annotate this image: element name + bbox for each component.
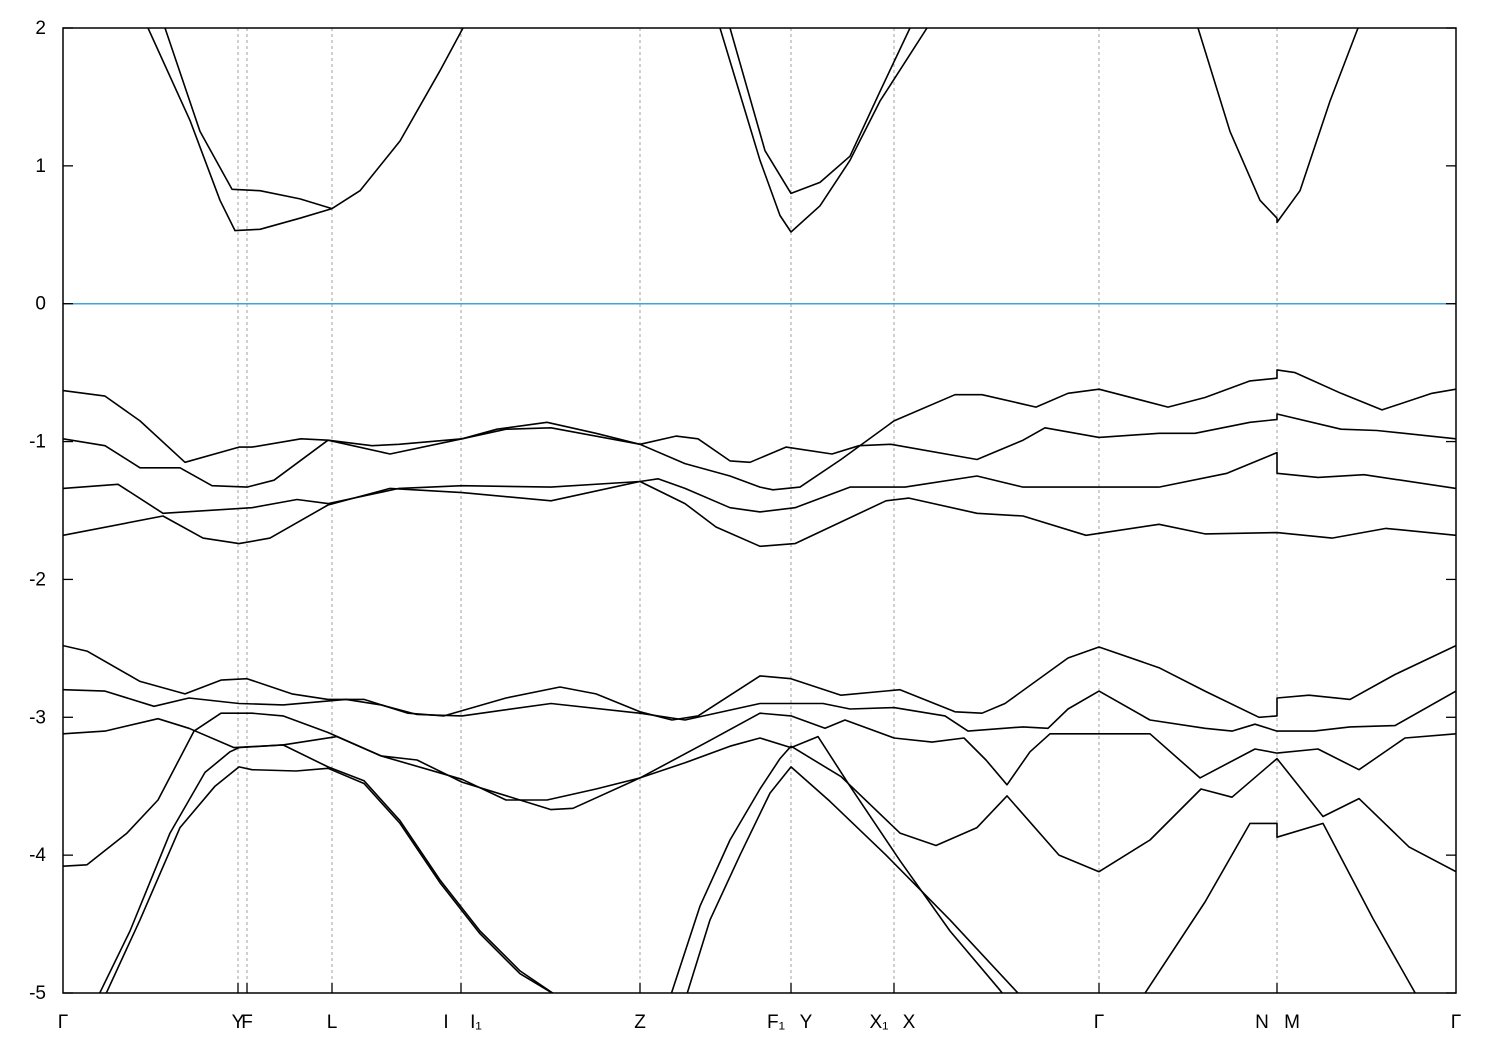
y-tick-label: -1 [29,432,46,453]
band-line-8 [63,451,1456,515]
y-axis: 2 1 0 -1 -2 -3 -4 -5 [29,18,1456,1004]
band-line-2 [164,28,333,210]
band-line-7 [63,369,1456,491]
y-tick-label: 0 [35,294,46,315]
x-tick-label: F₁ [767,1012,785,1033]
plot-frame [62,27,1457,994]
y-tick-label: -5 [29,983,46,1004]
band-line-11 [63,688,1456,732]
band-line-3 [719,28,928,233]
band-line-5 [1197,28,1359,224]
y-tick-label: -3 [29,707,46,728]
high-symmetry-gridlines [237,28,1278,993]
x-tick-label: Z [634,1012,646,1033]
band-line-15 [105,766,554,993]
band-line-13 [63,712,1004,993]
x-axis: Γ YF L I I₁ Z F₁ Y X₁ X Γ N M Γ [58,983,1461,1033]
y-tick-label: 2 [35,18,46,39]
band-line-4 [729,28,911,195]
x-tick-label: F [241,1012,253,1033]
band-line-14 [98,744,555,993]
x-tick-label: Γ [1451,1012,1461,1033]
band-line-9 [63,480,1456,548]
x-tick-label: I [443,1012,448,1033]
band-line-12 [63,712,1456,811]
band-line-16 [670,745,1456,993]
x-tick-label: M [1284,1012,1300,1033]
band-line-1 [147,28,464,232]
y-tick-label: -4 [29,845,46,866]
x-tick-label: I₁ [470,1012,482,1033]
band-line-17 [686,766,1019,993]
x-tick-label: Γ [58,1012,68,1033]
x-tick-label: N [1255,1012,1269,1033]
x-tick-label: Y [800,1012,813,1033]
x-tick-label: L [327,1012,338,1033]
x-tick-label: X₁ [869,1012,888,1033]
band-line-18 [1144,822,1417,993]
x-tick-label: Γ [1094,1012,1104,1033]
y-tick-label: 1 [35,156,46,177]
band-line-6 [63,389,1456,464]
x-tick-label: X [903,1012,916,1033]
x-tick-label: Y [232,1012,245,1033]
y-tick-label: -2 [29,569,46,590]
bands [63,28,1456,993]
band-line-10 [63,644,1456,721]
